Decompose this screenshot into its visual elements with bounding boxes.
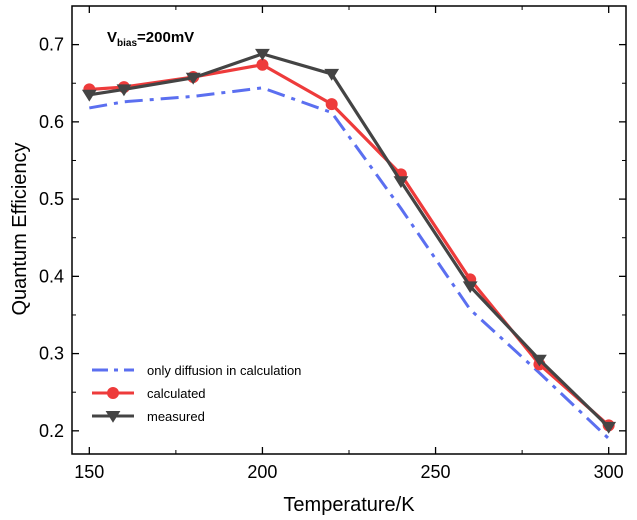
- bias-annotation-base: V: [107, 29, 117, 46]
- bias-annotation-sub: bias: [117, 38, 137, 49]
- legend-item: only diffusion in calculation: [92, 363, 301, 378]
- y-tick-label: 0.5: [39, 189, 64, 209]
- x-tick-label: 200: [247, 462, 277, 482]
- legend-item: measured: [92, 409, 205, 424]
- data-point: [532, 354, 547, 367]
- y-tick-label: 0.6: [39, 112, 64, 132]
- data-point: [185, 72, 201, 85]
- x-tick-label: 150: [74, 462, 104, 482]
- bias-annotation: Vbias=200mV: [107, 29, 194, 49]
- x-tick-label: 250: [421, 462, 451, 482]
- legend-label: measured: [147, 409, 205, 424]
- y-tick-label: 0.4: [39, 266, 64, 286]
- data-point: [325, 98, 338, 111]
- data-point: [116, 84, 132, 97]
- series-only-diffusion-in-calculation: [89, 86, 610, 440]
- y-tick-label: 0.3: [39, 344, 64, 364]
- data-point: [81, 89, 97, 102]
- series-line: [89, 86, 610, 440]
- bias-annotation-rest: =200mV: [137, 29, 194, 46]
- series-group: [81, 48, 617, 440]
- data-point: [601, 421, 617, 434]
- data-point: [324, 68, 340, 81]
- legend-label: calculated: [147, 386, 206, 401]
- x-axis-title: Temperature/K: [283, 494, 415, 516]
- data-point: [256, 58, 269, 71]
- y-axis-title: Quantum Efficiency: [9, 142, 31, 315]
- series-measured: [81, 48, 617, 434]
- x-tick-label: 300: [594, 462, 624, 482]
- legend: only diffusion in calculation calculated m…: [92, 363, 301, 424]
- data-point: [462, 281, 478, 294]
- legend-label: only diffusion in calculation: [147, 363, 301, 378]
- data-point: [255, 48, 270, 61]
- legend-marker: [105, 410, 121, 423]
- axes: 150 200 250 300 0.2 0.3 0.4 0.5 0.6 0.7: [39, 5, 626, 482]
- legend-marker: [107, 387, 119, 399]
- y-tick-label: 0.7: [39, 35, 64, 55]
- data-point: [393, 176, 409, 189]
- legend-item: calculated: [92, 386, 206, 401]
- y-tick-label: 0.2: [39, 421, 64, 441]
